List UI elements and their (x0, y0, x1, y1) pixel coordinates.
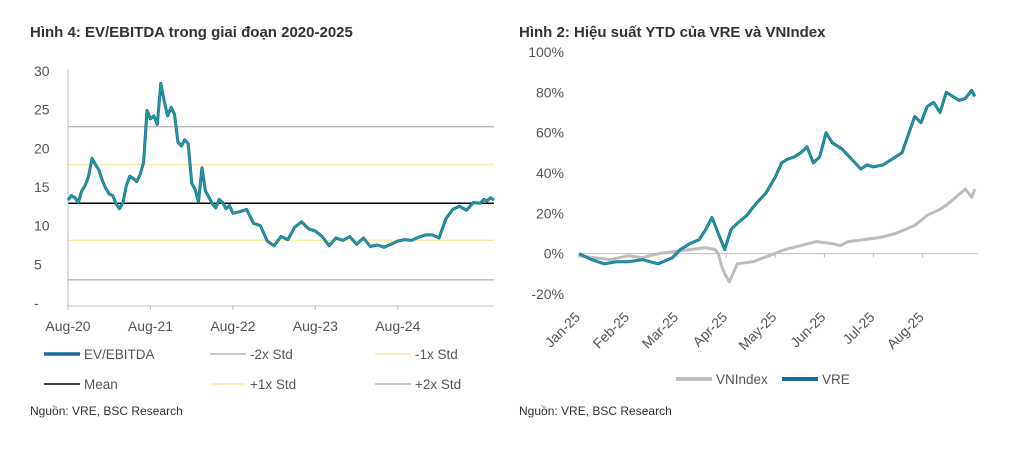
legend-label: VNIndex (716, 372, 768, 387)
y-tick-label: 15 (34, 179, 50, 195)
chart-source: Nguồn: VRE, BSC Research (30, 404, 183, 418)
y-tick-label: 0% (544, 246, 564, 262)
ytd-performance-chart: -20% 0% 20% 40% 60% 80% 100% Jan-25 Feb-25 Mar-25… (528, 44, 978, 387)
legend-label: Mean (84, 377, 118, 392)
legend-label: EV/EBITDA (84, 347, 155, 362)
ytd-performance-panel: Hình 2: Hiệu suất YTD của VRE và VNIndex… (506, 0, 1012, 459)
y-tick-label: 10 (34, 218, 50, 234)
y-tick-label: 20 (34, 140, 50, 156)
legend-label: -2x Std (250, 347, 293, 362)
y-tick-label: 25 (34, 102, 50, 118)
x-tick-label: Mar-25 (639, 309, 682, 352)
y-tick-label: 80% (536, 84, 564, 100)
x-tick-label: Aug-20 (45, 318, 90, 334)
legend-label: +1x Std (250, 377, 296, 392)
x-tick-label: Aug-21 (128, 318, 173, 334)
y-tick-label: -20% (531, 286, 564, 302)
x-tick-label: Aug-22 (210, 318, 255, 334)
y-tick-label: 60% (536, 125, 564, 141)
y-tick-label: 100% (528, 44, 564, 60)
x-tick-label: Jun-25 (787, 309, 829, 351)
y-tick-label: 5 (34, 256, 42, 272)
legend-label: VRE (822, 372, 850, 387)
y-tick-label: 30 (34, 63, 50, 79)
chart-source: Nguồn: VRE, BSC Research (519, 404, 672, 418)
series-line-vre-overlay (578, 89, 976, 265)
series-line-evebitda (66, 81, 495, 249)
x-tick-label: Aug-24 (375, 318, 420, 334)
x-tick-label: Apr-25 (689, 309, 730, 350)
x-tick-label: Jan-25 (542, 309, 584, 351)
chart-title: Hình 2: Hiệu suất YTD của VRE và VNIndex (519, 24, 826, 41)
ev-ebitda-chart: - 5 10 15 20 25 30 Aug-20 Aug-21 Aug-22 Aug-23 Aug-… (34, 63, 495, 392)
y-tick-label: 40% (536, 165, 564, 181)
legend-label: -1x Std (415, 347, 458, 362)
x-tick-label: Aug-23 (293, 318, 338, 334)
legend-label: +2x Std (415, 377, 461, 392)
x-tick-label: Jul-25 (839, 309, 877, 347)
series-line-vnindex (578, 187, 977, 284)
y-tick-label: 20% (536, 205, 564, 221)
ev-ebitda-panel: Hình 4: EV/EBITDA trong giai đoạn 2020-2… (30, 24, 495, 418)
chart-title: Hình 4: EV/EBITDA trong giai đoạn 2020-2… (30, 24, 353, 41)
x-tick-label: May-25 (735, 309, 779, 353)
series-line-evebitda-overlay (67, 82, 495, 249)
x-tick-label: Aug-25 (883, 309, 926, 352)
y-tick-label: - (34, 295, 39, 311)
x-tick-label: Feb-25 (590, 309, 633, 352)
